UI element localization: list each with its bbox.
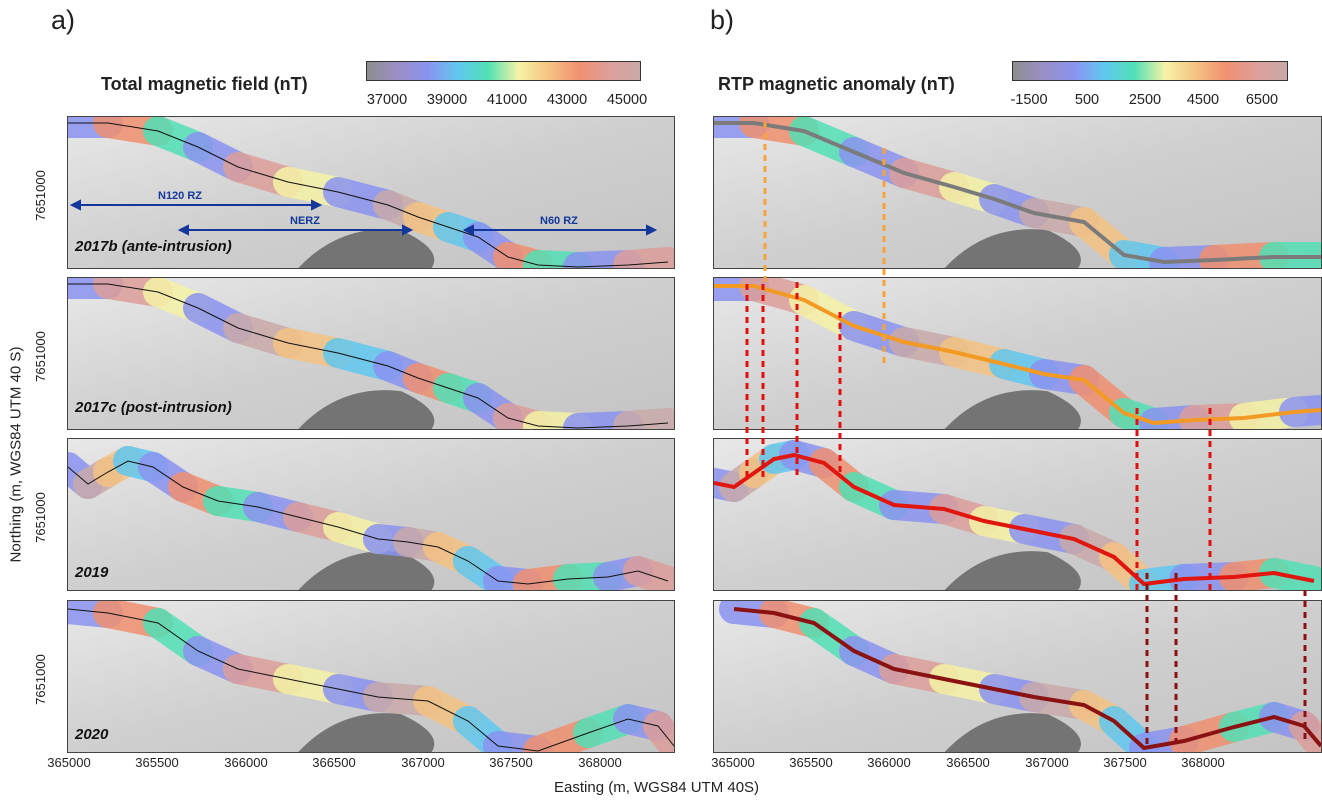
crater-shadow	[944, 551, 1081, 590]
xtick: 367000	[1025, 755, 1069, 770]
map-b-2019	[713, 438, 1322, 591]
colorbar-a-ticks: 37000 39000 41000 43000 45000	[0, 92, 1322, 112]
crater-shadow	[298, 713, 435, 752]
map-a-2017b	[67, 116, 675, 269]
xtick: 367500	[489, 755, 533, 770]
map-canvas	[68, 439, 674, 590]
map-b-2017b	[713, 116, 1322, 269]
crater-shadow	[298, 390, 435, 429]
map-a-2020	[67, 600, 675, 753]
xtick: 366500	[312, 755, 356, 770]
zone-label-nerz: NERZ	[290, 215, 320, 227]
colorbar-a	[366, 61, 641, 81]
colorbar-b-tick: 500	[1074, 92, 1100, 108]
colorbar-b-title: RTP magnetic anomaly (nT)	[718, 74, 955, 94]
panel-b-letter: b)	[710, 5, 735, 35]
colorbar-b-tick: -1500	[1010, 92, 1048, 108]
map-canvas	[714, 278, 1321, 429]
map-canvas	[68, 117, 674, 268]
ytick-7651000: 7651000	[32, 492, 48, 543]
colorbar-b-tick: 2500	[1128, 92, 1162, 108]
flight-line	[714, 284, 1321, 426]
xtick: 365000	[47, 755, 91, 770]
crater-shadow	[944, 713, 1081, 752]
flight-line	[714, 121, 1321, 265]
x-axis-title: Easting (m, WGS84 UTM 40S)	[554, 779, 760, 796]
colorbar-a-tick: 43000	[546, 92, 588, 108]
survey-label-2017c: 2017c (post-intrusion)	[75, 399, 232, 416]
xtick: 365500	[789, 755, 833, 770]
crater-shadow	[944, 229, 1081, 268]
map-canvas	[714, 601, 1321, 752]
flight-line	[68, 283, 669, 429]
xtick: 367000	[401, 755, 445, 770]
flight-line	[714, 452, 1315, 587]
zone-label-n120: N120 RZ	[158, 190, 203, 202]
map-b-2020	[713, 600, 1322, 753]
zone-label-n60: N60 RZ	[540, 215, 578, 227]
x-ticks-a: 365000 365500 366000 366500 367000 36750…	[0, 755, 1322, 773]
map-a-2017c	[67, 277, 675, 430]
colorbar-a-tick: 39000	[426, 92, 468, 108]
map-canvas	[714, 117, 1321, 268]
y-axis-title: Northing (m, WGS84 UTM 40 S)	[7, 346, 25, 563]
xtick: 368000	[578, 755, 622, 770]
ytick-7651000: 7651000	[32, 331, 48, 382]
xtick: 366500	[946, 755, 990, 770]
colorbar-b-tick: 6500	[1245, 92, 1279, 108]
colorbar-b	[1012, 61, 1288, 81]
flight-line	[68, 460, 669, 585]
colorbar-b-tick: 4500	[1186, 92, 1220, 108]
crater-shadow	[298, 551, 435, 590]
xtick: 365500	[135, 755, 179, 770]
map-a-2019	[67, 438, 675, 591]
colorbar-b-ticks: -1500 500 2500 4500 6500	[0, 92, 1322, 112]
flight-line	[68, 122, 669, 268]
xtick: 368000	[1181, 755, 1225, 770]
survey-label-2020: 2020	[75, 726, 109, 743]
survey-label-2017b: 2017b (ante-intrusion)	[75, 238, 232, 255]
colorbar-a-tick: 41000	[486, 92, 528, 108]
xtick: 366000	[867, 755, 911, 770]
map-canvas	[68, 601, 674, 752]
xtick: 366000	[224, 755, 268, 770]
crater-shadow	[944, 390, 1081, 429]
x-ticks-b: 365000 365500 366000 366500 367000 36750…	[0, 755, 1322, 773]
colorbar-a-tick: 37000	[366, 92, 408, 108]
map-b-2017c	[713, 277, 1322, 430]
xtick: 365000	[711, 755, 755, 770]
map-canvas	[68, 278, 674, 429]
flight-line	[68, 608, 674, 752]
flight-line	[733, 607, 1321, 751]
crater-shadow	[298, 229, 435, 268]
ytick-7651000: 7651000	[32, 170, 48, 221]
map-canvas	[714, 439, 1321, 590]
panel-a-letter: a)	[51, 5, 76, 35]
survey-label-2019: 2019	[75, 564, 109, 581]
colorbar-a-title: Total magnetic field (nT)	[101, 74, 308, 94]
colorbar-a-tick: 45000	[606, 92, 648, 108]
xtick: 367500	[1103, 755, 1147, 770]
ytick-7651000: 7651000	[32, 654, 48, 705]
